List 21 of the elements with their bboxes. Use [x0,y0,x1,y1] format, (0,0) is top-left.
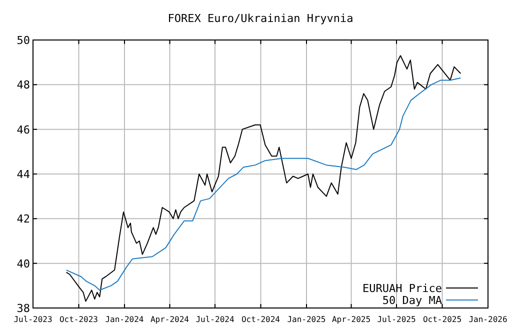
y-tick-label: 42 [16,212,30,226]
legend-label: EURUAH Price [362,282,442,295]
x-tick-label: Jan-2025 [287,315,326,324]
legend-label: 50 Day MA [382,294,442,307]
x-tick-label: Apr-2024 [150,315,190,324]
x-tick-label: Oct-2024 [241,315,280,324]
y-tick-label: 40 [16,257,30,270]
x-tick-label: Oct-2025 [422,315,462,324]
chart-title: FOREX Euro/Ukrainian Hryvnia [168,12,354,25]
x-tick-label: Jan-2024 [105,315,144,324]
x-tick-label: Jul-2023 [14,315,52,324]
x-tick-label: Jul-2024 [196,315,234,324]
y-tick-label: 44 [16,168,30,181]
y-tick-label: 50 [16,34,30,47]
y-tick-label: 38 [16,302,30,315]
x-tick-label: Oct-2023 [59,315,98,324]
x-tick-label: Apr-2025 [332,315,371,324]
x-tick-label: Jul-2025 [377,315,416,324]
y-tick-label: 46 [16,123,30,136]
x-tick-label: Jan-2026 [468,315,508,324]
y-tick-label: 48 [16,78,30,92]
